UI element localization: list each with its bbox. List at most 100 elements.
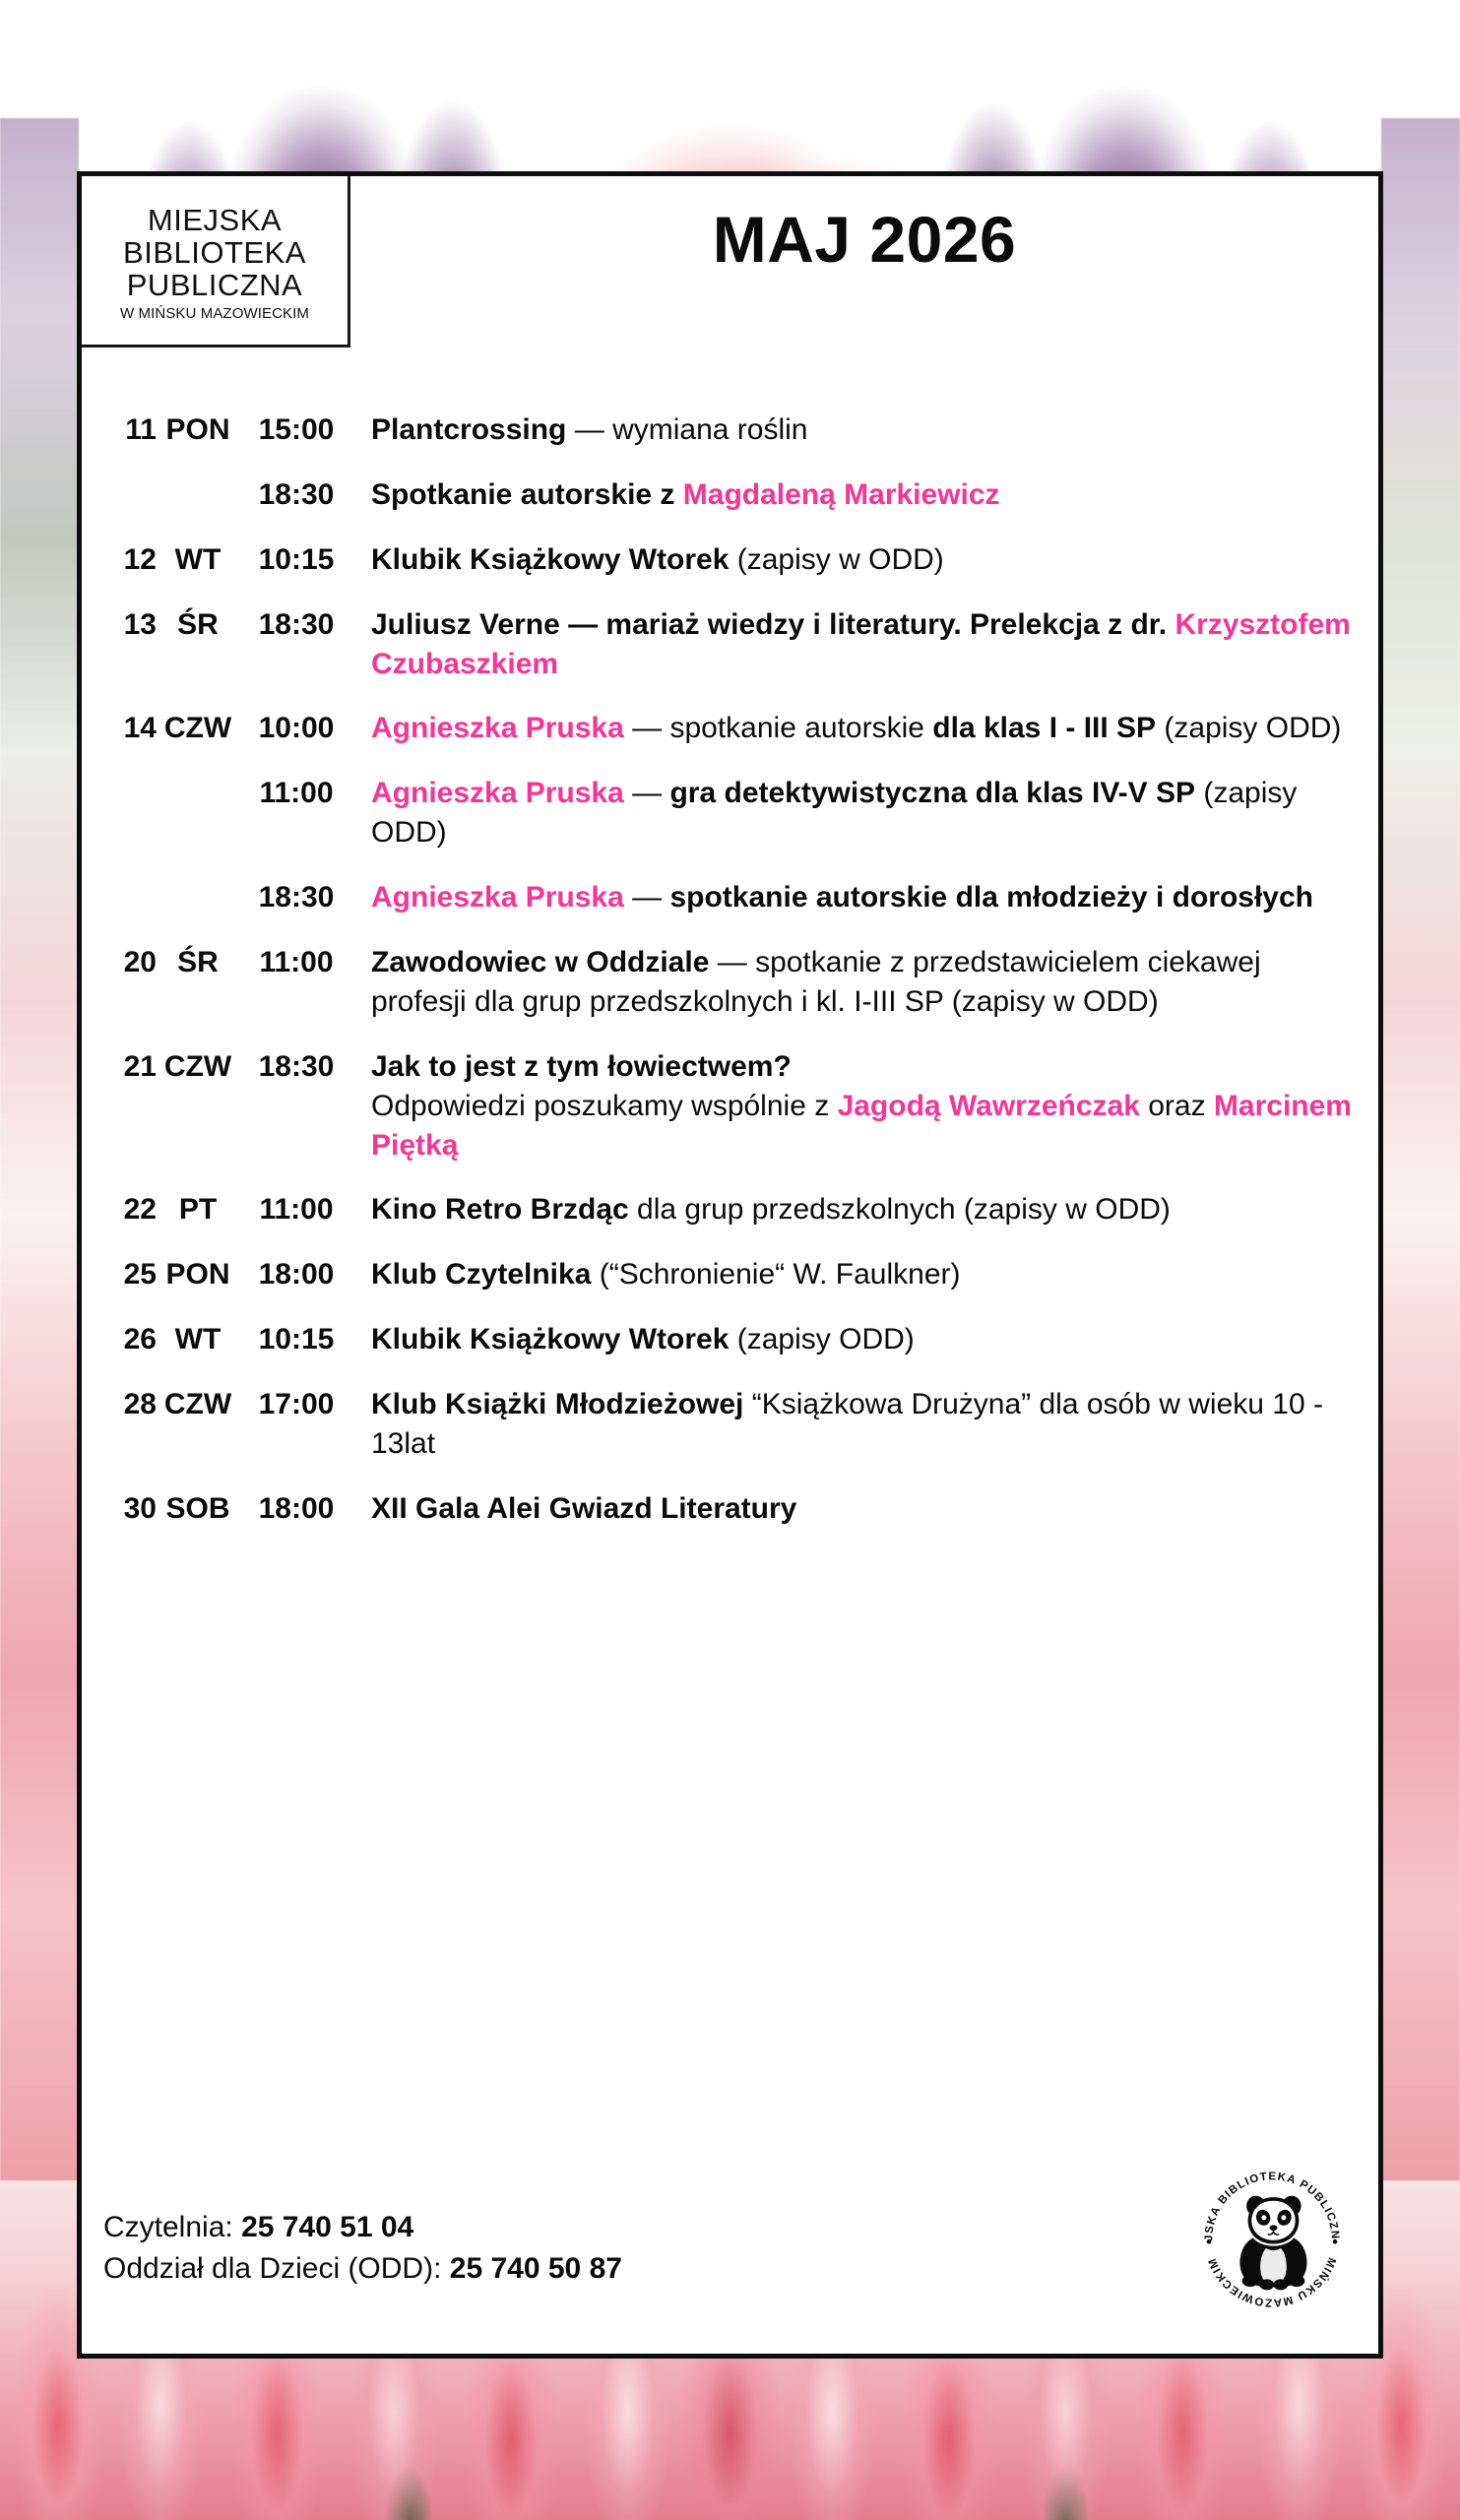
event-highlight-name: Jagodą Wawrzeńczak xyxy=(837,1089,1140,1122)
event-text-bold: Zawodowiec w Oddziale xyxy=(371,946,710,979)
panda-stamp-logo: MIEJSKA BIBLIOTEKA PUBLICZNA W MIŃSKU MA… xyxy=(1199,2167,1345,2312)
event-time: 15:00 xyxy=(258,413,335,446)
event-weekday: ŚR xyxy=(177,946,219,979)
background-left-flowers xyxy=(0,118,79,2225)
contact-phone[interactable]: 25 740 50 87 xyxy=(449,2251,622,2285)
event-time: 18:30 xyxy=(258,881,335,914)
stamp-dot-right xyxy=(1332,2238,1338,2244)
panda-icon xyxy=(1239,2195,1307,2291)
event-text: — xyxy=(566,413,613,446)
event-text-bold: Klub Czytelnika xyxy=(371,1258,592,1292)
event-text: oraz xyxy=(1139,1089,1214,1122)
event-description: Plantcrossing — wymiana roślin xyxy=(353,410,1357,450)
event-weekday: PON xyxy=(165,1258,230,1292)
event-description: XII Gala Alei Gwiazd Literatury xyxy=(353,1489,1357,1529)
event-row: 12 WT 10:15 Klubik Książkowy Wtorek (zapisy… xyxy=(103,540,1357,580)
logo-line-4: W MIŃSKU MAZOWIECKIM xyxy=(120,304,309,322)
event-text: (“Schronienie“ W. Faulkner) xyxy=(591,1258,961,1292)
event-description: Kino Retro Brzdąc dla grup przedszkolnyc… xyxy=(353,1190,1357,1229)
event-highlight-name: Magdaleną Markiewicz xyxy=(682,477,1000,511)
event-text: wymiana roślin xyxy=(612,413,808,446)
event-day: 21 xyxy=(123,1049,157,1083)
event-weekday: WT xyxy=(174,542,222,576)
event-day: 11 xyxy=(125,413,157,446)
event-description: Klubik Książkowy Wtorek (zapisy w ODD) xyxy=(353,540,1357,580)
event-text-bold: Juliusz Verne — mariaż wiedzy i literatu… xyxy=(371,607,1175,641)
contact-label: Oddział dla Dzieci (ODD): xyxy=(103,2251,450,2285)
event-highlight-name: Krzysztofem Czubaszkiem xyxy=(371,607,1351,680)
event-text: spotkanie autorskie xyxy=(669,712,933,745)
event-time: 11:00 xyxy=(259,1193,334,1227)
event-text-bold: Klubik Książkowy Wtorek xyxy=(371,1323,730,1356)
event-text: (zapisy ODD) xyxy=(1156,712,1342,745)
event-text-bold: XII Gala Alei Gwiazd Literatury xyxy=(371,1491,797,1525)
event-row: 14 CZW 10:00 Agnieszka Pruska — spotkanie a… xyxy=(103,709,1357,748)
event-text-bold: spotkanie autorskie dla młodzieży i doro… xyxy=(669,881,1313,914)
logo-line-1: MIEJSKA xyxy=(147,203,283,238)
event-day: 22 xyxy=(123,1193,157,1227)
event-description: Klub Książki Młodzieżowej “Książkowa Dru… xyxy=(353,1385,1357,1464)
contact-info: Czytelnia: 25 740 51 04 Oddział dla Dziec… xyxy=(103,2207,622,2289)
event-description: Agnieszka Pruska — spotkanie autorskie d… xyxy=(353,709,1357,748)
contact-label: Czytelnia: xyxy=(103,2211,242,2244)
event-row: 25 PON 18:00 Klub Czytelnika (“Schronienie“… xyxy=(103,1255,1357,1294)
event-text: — xyxy=(623,881,670,914)
event-description: Agnieszka Pruska — gra detektywistyczna … xyxy=(353,774,1357,852)
event-weekday: CZW xyxy=(163,1388,232,1421)
event-row: 11 PON 15:00 Plantcrossing — wymiana roślin xyxy=(103,410,1357,450)
event-row: 30 SOB 18:00 XII Gala Alei Gwiazd Literatur… xyxy=(103,1489,1357,1529)
event-schedule-list: 11 PON 15:00 Plantcrossing — wymiana roślin… xyxy=(103,410,1357,1554)
event-row: 20 ŚR 11:00 Zawodowiec w Oddziale — spotkan… xyxy=(103,943,1357,1022)
event-day: 20 xyxy=(123,946,157,979)
event-text: (zapisy ODD) xyxy=(729,1323,915,1356)
event-time: 10:00 xyxy=(258,712,335,745)
event-row: 21 CZW 18:30 Jak to jest z tym łowiectwem? O… xyxy=(103,1047,1357,1166)
event-weekday: CZW xyxy=(163,712,232,745)
event-highlight-name: Agnieszka Pruska xyxy=(371,712,624,745)
event-day: 26 xyxy=(123,1323,157,1356)
event-text: — xyxy=(623,712,670,745)
event-text: Odpowiedzi poszukamy wspólnie z xyxy=(371,1089,838,1122)
event-time: 11:00 xyxy=(259,777,334,810)
logo-line-3: PUBLICZNA xyxy=(126,267,303,302)
contact-phone[interactable]: 25 740 51 04 xyxy=(241,2211,414,2244)
event-time: 17:00 xyxy=(258,1388,335,1421)
event-highlight-name: Agnieszka Pruska xyxy=(371,777,624,810)
event-day: 30 xyxy=(123,1491,157,1525)
event-description: Klubik Książkowy Wtorek (zapisy ODD) xyxy=(353,1320,1357,1359)
event-text: — xyxy=(709,946,756,979)
event-weekday: WT xyxy=(174,1323,222,1356)
poster-card: MIEJSKA BIBLIOTEKA PUBLICZNA W MIŃSKU MA… xyxy=(77,171,1383,2359)
event-text-bold: Klub Książki Młodzieżowej xyxy=(371,1388,744,1421)
event-weekday: SOB xyxy=(165,1491,230,1525)
event-description: Agnieszka Pruska — spotkanie autorskie d… xyxy=(353,878,1357,917)
event-time: 18:00 xyxy=(258,1491,335,1525)
event-row: 28 CZW 17:00 Klub Książki Młodzieżowej “Ksi… xyxy=(103,1385,1357,1464)
event-highlight-name: Agnieszka Pruska xyxy=(371,881,624,914)
page-title: MAJ 2026 xyxy=(712,203,1017,276)
logo-line-2: BIBLIOTEKA xyxy=(123,234,306,270)
event-text-bold: Jak to jest z tym łowiectwem? xyxy=(371,1049,792,1083)
event-description: Spotkanie autorskie z Magdaleną Markiewi… xyxy=(353,475,1357,515)
event-time: 10:15 xyxy=(258,542,335,576)
event-text-bold: gra detektywistyczna dla klas IV-V SP xyxy=(669,777,1196,810)
event-time: 18:30 xyxy=(258,1049,335,1083)
event-text: — xyxy=(623,777,670,810)
event-time: 18:30 xyxy=(258,477,335,511)
event-row: 13 ŚR 18:30 Juliusz Verne — mariaż wiedzy i… xyxy=(103,605,1357,684)
event-row: 22 PT 11:00 Kino Retro Brzdąc dla grup prze… xyxy=(103,1190,1357,1229)
event-day: 25 xyxy=(123,1258,157,1292)
event-text: (zapisy w ODD) xyxy=(729,542,944,576)
contact-line: Czytelnia: 25 740 51 04 xyxy=(103,2207,622,2247)
event-row: 26 WT 10:15 Klubik Książkowy Wtorek (zapisy… xyxy=(103,1320,1357,1359)
event-text-bold: Klubik Książkowy Wtorek xyxy=(371,542,730,576)
event-highlight-name: Marcinem Piętką xyxy=(371,1089,1352,1162)
event-day: 12 xyxy=(123,542,157,576)
event-time: 18:00 xyxy=(258,1258,335,1292)
event-text-bold: Plantcrossing xyxy=(371,413,567,446)
event-text-bold: Spotkanie autorskie z xyxy=(371,477,683,511)
event-day: 14 xyxy=(123,712,157,745)
